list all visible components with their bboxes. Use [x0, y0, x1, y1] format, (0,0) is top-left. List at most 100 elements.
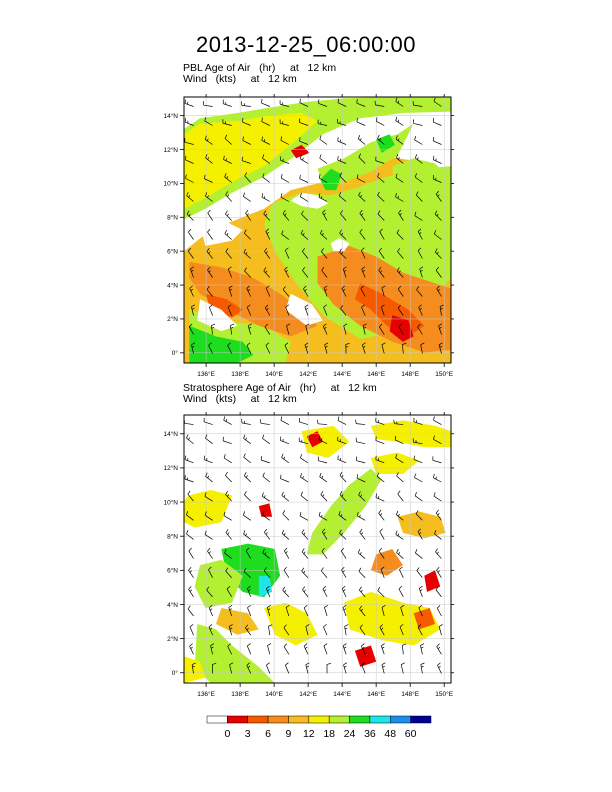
x-tick-label: 140°E	[265, 690, 283, 698]
wind-barb	[246, 304, 252, 316]
wind-barb	[412, 438, 423, 445]
wind-barb	[247, 323, 252, 335]
age-contour-7	[258, 575, 273, 598]
y-tick-label: 6°N	[167, 247, 178, 255]
wind-barb	[210, 643, 215, 655]
wind-barb	[356, 174, 366, 183]
wind-barb	[225, 191, 232, 202]
x-tick-label: 144°E	[333, 690, 351, 698]
wind-barb	[283, 547, 290, 559]
wind-barb	[402, 643, 407, 655]
wind-barb	[243, 567, 251, 578]
wind-barb	[356, 456, 366, 464]
wind-barb	[281, 453, 290, 464]
wind-barb	[415, 191, 423, 202]
wind-barb	[414, 173, 423, 183]
wind-barb	[359, 228, 366, 240]
wind-barb	[188, 323, 194, 335]
wind-barb	[318, 174, 328, 183]
wind-barb	[381, 342, 386, 354]
wind-barb	[396, 267, 404, 278]
wind-barb	[244, 267, 252, 278]
wind-barb	[227, 304, 232, 316]
wind-barb	[224, 173, 232, 183]
wind-barb	[299, 98, 309, 107]
wind-barb	[420, 342, 425, 354]
wind-barb	[377, 134, 385, 145]
wind-barbs	[184, 97, 444, 354]
wind-barb	[341, 566, 347, 578]
wind-barb	[381, 662, 386, 674]
wind-barb	[438, 624, 443, 636]
wind-barb	[337, 436, 347, 445]
wind-barb	[260, 456, 270, 464]
wind-barb	[229, 662, 234, 674]
wind-barb	[279, 119, 289, 126]
wind-barb	[324, 604, 328, 617]
wind-barb	[242, 192, 251, 202]
wind-barb	[203, 417, 213, 425]
wind-barb	[413, 455, 423, 464]
age-contour-5	[392, 158, 449, 236]
wind-barb	[434, 530, 442, 540]
colorbar-swatch	[369, 715, 391, 724]
wind-barb	[415, 549, 423, 559]
wind-barb	[414, 491, 423, 502]
x-tick-label: 142°E	[299, 690, 317, 698]
wind-barb	[416, 567, 423, 578]
wind-barb	[399, 566, 404, 578]
wind-barb	[227, 643, 232, 655]
wind-barb	[207, 228, 213, 240]
y-tick-label: 0°	[172, 669, 179, 677]
wind-barb	[305, 624, 310, 636]
wind-barb	[299, 512, 309, 521]
wind-barb	[283, 643, 290, 655]
age-contour-17	[424, 570, 441, 592]
colorbar-swatch	[328, 715, 350, 724]
age-contour-19	[197, 299, 238, 332]
wind-barb	[225, 471, 232, 483]
wind-barb	[415, 510, 423, 521]
wind-barb	[301, 567, 309, 578]
wind-barb	[379, 228, 385, 240]
age-contour-7	[376, 134, 395, 153]
wind-barb	[395, 454, 404, 464]
colorbar-swatch	[288, 715, 310, 724]
wind-barb	[228, 285, 233, 297]
wind-barb	[240, 101, 251, 107]
wind-barb	[206, 248, 213, 259]
wind-barb	[303, 605, 309, 617]
wind-barb	[378, 509, 385, 521]
wind-barb	[432, 136, 442, 145]
wind-barb	[246, 662, 252, 674]
wind-barb	[225, 567, 232, 578]
wind-barb	[224, 229, 232, 240]
field-layer	[184, 415, 451, 683]
wind-barb	[206, 286, 213, 297]
wind-barb	[243, 511, 251, 521]
wind-barb	[361, 643, 366, 655]
wind-barb	[361, 662, 366, 674]
wind-barb	[203, 455, 213, 464]
wind-barb	[397, 285, 404, 297]
wind-barb	[208, 304, 213, 316]
wind-barb	[211, 662, 217, 674]
wind-barb	[281, 230, 290, 240]
age-contour-6	[320, 168, 342, 191]
wind-barb	[264, 247, 271, 259]
wind-barb	[261, 136, 270, 145]
wind-barb	[184, 99, 194, 107]
age-contour-13	[306, 431, 323, 448]
wind-barb	[224, 134, 232, 145]
wind-barb	[358, 153, 366, 164]
wind-barb	[417, 247, 423, 259]
wind-barb	[358, 191, 366, 202]
wind-barb	[375, 493, 385, 502]
x-tick-label: 136°E	[197, 370, 215, 378]
wind-barb	[323, 304, 328, 316]
wind-barb	[433, 97, 442, 107]
wind-barb	[184, 475, 194, 483]
wind-barb	[359, 605, 366, 617]
y-tick-label: 12°N	[163, 464, 178, 472]
wind-barb	[377, 210, 385, 221]
